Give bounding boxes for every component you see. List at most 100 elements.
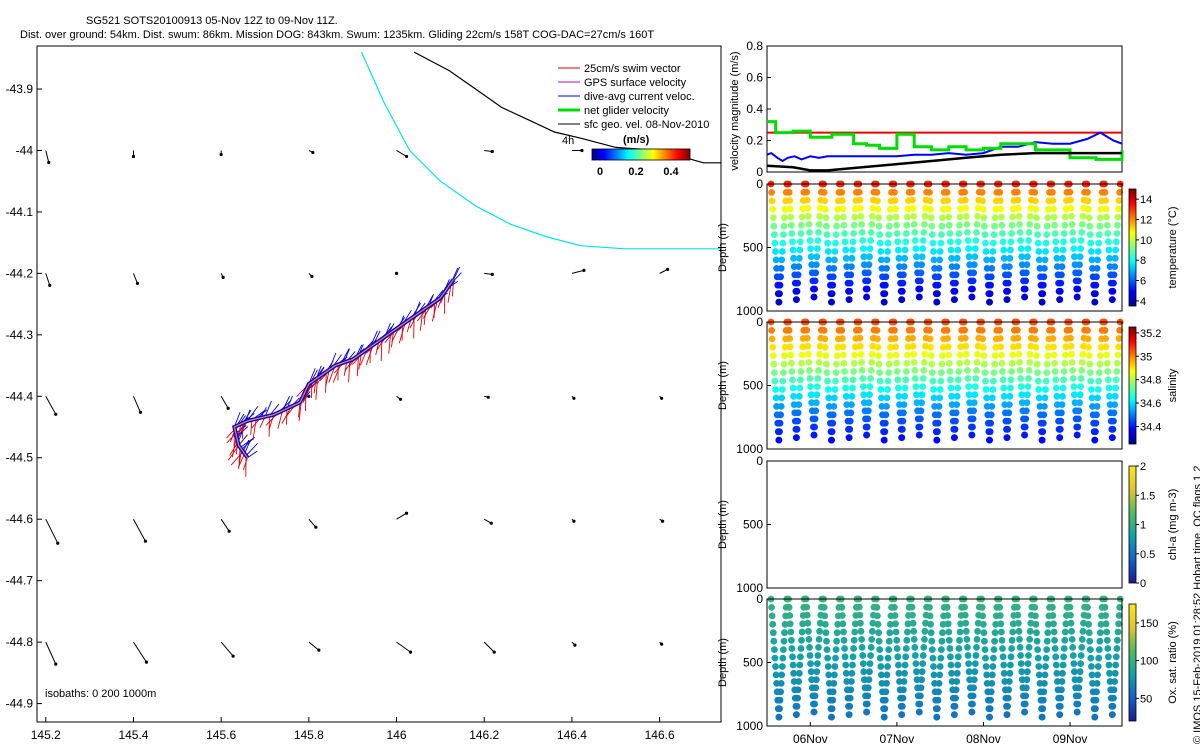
salinity-section-sample: [956, 351, 964, 359]
oxygen-section-sample: [859, 660, 867, 667]
salinity-section-sample: [970, 407, 977, 415]
temperature-section-colorbar-tick-label: 6: [1140, 276, 1146, 288]
salinity-section-sample: [918, 399, 925, 407]
temperature-section-sample: [849, 238, 857, 246]
temperature-section-sample: [1015, 212, 1023, 220]
map-y-tick-label: -44.2: [6, 266, 34, 280]
oxygen-section-sample: [840, 628, 847, 636]
temperature-section-sample: [1009, 205, 1017, 213]
salinity-section-sample: [1032, 343, 1040, 351]
salinity-section-sample: [876, 377, 884, 385]
salinity-section-sample: [798, 351, 806, 359]
temperature-section-sample: [894, 238, 902, 246]
temperature-section-sample: [1041, 265, 1048, 272]
chlorophyll-section-colorbar-tick-label: 0.5: [1140, 549, 1155, 561]
oxygen-section-sample: [895, 669, 903, 677]
temperature-section-sample: [1000, 254, 1008, 262]
oxygen-section-sample: [832, 654, 839, 662]
oxygen-section-sample: [824, 663, 832, 670]
current-vector: [239, 438, 254, 448]
temperature-section-sample: [850, 221, 858, 229]
oxygen-section-sample: [947, 661, 955, 669]
oxygen-section-colorbar-tick-label: 150: [1140, 618, 1158, 630]
salinity-section-sample: [902, 368, 910, 375]
map-y-tick-label: -44.1: [6, 205, 34, 219]
oxygen-section-sample: [986, 705, 994, 713]
temperature-section-sample: [813, 253, 821, 261]
oxygen-section-sample: [957, 620, 964, 628]
geo-velocity-arrowhead: [486, 395, 490, 399]
temperature-section-sample: [839, 205, 847, 213]
salinity-section-sample: [793, 434, 800, 441]
oxygen-section-sample: [952, 694, 959, 702]
temperature-section-sample: [910, 212, 918, 220]
temperature-section-sample: [846, 287, 854, 295]
temperature-section-sample: [878, 256, 885, 264]
salinity-section-sample: [1039, 428, 1047, 436]
geo-velocity-arrowhead: [490, 272, 494, 276]
temperature-section-sample: [855, 188, 863, 196]
oxygen-section-sample: [970, 684, 977, 692]
temperature-section-sample: [1092, 281, 1100, 289]
temperature-section-sample: [806, 237, 814, 244]
temperature-section-sample: [1042, 248, 1049, 255]
oxygen-section-sample: [1059, 661, 1067, 669]
temperature-section-sample: [891, 188, 898, 196]
oxygen-section-sample: [1110, 686, 1118, 694]
oxygen-section-sample: [1096, 637, 1104, 645]
oxygen-section-sample: [1112, 661, 1120, 669]
temperature-section-sample: [969, 285, 976, 293]
oxygen-section-sample: [891, 603, 898, 611]
temperature-section-sample: [1041, 256, 1049, 264]
salinity-section-sample: [790, 392, 797, 400]
oxygen-section-sample: [954, 653, 962, 661]
temperature-section-sample: [851, 205, 859, 213]
salinity-section-sample: [882, 411, 890, 419]
oxygen-section-sample: [952, 686, 960, 694]
temperature-section-sample: [928, 222, 936, 230]
salinity-section-sample: [974, 342, 982, 350]
oxygen-section-sample: [883, 671, 891, 679]
oxygen-section-sample: [795, 678, 803, 685]
salinity-section-sample: [770, 360, 778, 368]
oxygen-section-sample: [927, 629, 935, 637]
oxygen-section-sample: [876, 654, 884, 662]
oxygen-section-sample: [864, 692, 872, 700]
oxygen-section-sample: [902, 645, 910, 652]
salinity-section-sample: [1056, 434, 1064, 441]
salinity-section-sample: [937, 377, 945, 385]
temperature-section-sample: [769, 205, 777, 213]
salinity-section-sample: [838, 326, 846, 334]
salinity-section-sample: [1045, 343, 1052, 351]
salinity-section-sample: [1043, 369, 1051, 376]
salinity-section-sample: [768, 327, 775, 334]
oxygen-section-sample: [1077, 660, 1084, 667]
salinity-section-y-tick-label: 500: [743, 379, 763, 393]
temperature-section-sample: [812, 269, 820, 277]
oxygen-section-sample: [1015, 627, 1023, 635]
salinity-section-sample: [812, 407, 820, 415]
velocity-series-net-track-speed: [766, 151, 1122, 172]
salinity-section-sample: [986, 436, 993, 444]
temperature-section-sample: [777, 265, 785, 272]
temperature-section-sample: [1056, 296, 1064, 303]
salinity-section-sample: [972, 375, 980, 382]
salinity-section-sample: [1073, 431, 1081, 439]
temperature-section-sample: [810, 293, 818, 301]
oxygen-section-sample: [1058, 678, 1066, 685]
salinity-section-sample: [846, 417, 854, 425]
salinity-section-sample: [1069, 367, 1077, 374]
temperature-section-sample: [840, 221, 848, 229]
temperature-section-sample: [1032, 205, 1040, 213]
oxygen-section-sample: [1061, 628, 1069, 636]
oxygen-section-sample: [997, 620, 1005, 628]
temperature-section-sample: [824, 248, 832, 255]
salinity-section-sample: [1026, 350, 1034, 358]
oxygen-section-sample: [838, 603, 846, 611]
temperature-section-sample: [846, 279, 854, 287]
salinity-section-sample: [830, 403, 838, 410]
temperature-section-sample: [1093, 273, 1100, 281]
temperature-section-sample: [768, 197, 776, 205]
oxygen-section-sample: [971, 668, 979, 676]
